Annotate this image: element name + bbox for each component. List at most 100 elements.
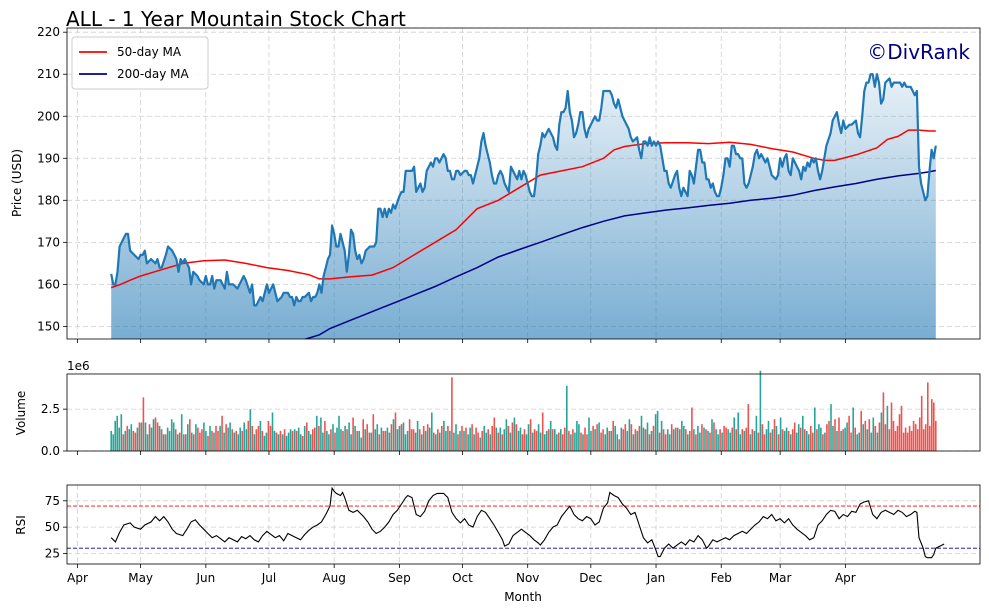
volume-bar bbox=[511, 422, 514, 451]
price-y-tick-label: 190 bbox=[37, 151, 60, 165]
volume-bar bbox=[705, 429, 707, 451]
volume-bar bbox=[225, 424, 227, 451]
volume-bar bbox=[162, 434, 165, 451]
volume-bar bbox=[124, 430, 127, 451]
rsi-panel-frame bbox=[66, 484, 981, 565]
volume-bar bbox=[439, 432, 441, 451]
volume-bar bbox=[594, 429, 596, 451]
volume-y-axis: 0.0 2.5 bbox=[41, 402, 67, 458]
volume-bar bbox=[816, 429, 818, 451]
month-tick-label: May bbox=[128, 571, 153, 585]
volume-bar bbox=[590, 430, 592, 451]
volume-bar bbox=[592, 425, 594, 451]
volume-bar bbox=[584, 427, 586, 451]
volume-bar bbox=[551, 429, 554, 451]
volume-bar bbox=[358, 430, 360, 451]
volume-bar bbox=[668, 434, 671, 451]
volume-bar bbox=[342, 430, 344, 451]
volume-bar bbox=[739, 434, 741, 451]
volume-bar bbox=[525, 434, 528, 451]
volume-bar bbox=[826, 424, 828, 451]
volume-bar bbox=[257, 425, 260, 451]
volume-bar bbox=[679, 429, 681, 451]
volume-bar bbox=[733, 417, 735, 451]
month-x-axis: Apr May Jun Jul Aug Sep Oct Nov Dec Jan Feb Mar Apr bbox=[67, 564, 856, 585]
volume-bar bbox=[779, 417, 782, 451]
volume-bar bbox=[251, 425, 254, 451]
volume-bar bbox=[638, 425, 641, 451]
volume-bar bbox=[757, 432, 760, 451]
volume-bar bbox=[483, 425, 485, 451]
volume-panel-frame bbox=[66, 373, 981, 452]
rsi-grid bbox=[67, 485, 980, 564]
volume-bar bbox=[715, 429, 717, 451]
volume-bar bbox=[664, 434, 667, 451]
volume-bar bbox=[414, 432, 417, 451]
volume-bar bbox=[350, 434, 352, 451]
volume-bar bbox=[876, 432, 879, 451]
volume-bar bbox=[731, 427, 733, 451]
volume-bar bbox=[158, 425, 161, 451]
volume-bar bbox=[562, 434, 564, 451]
volume-bar bbox=[277, 434, 280, 451]
volume-bar bbox=[299, 434, 302, 451]
volume-bar bbox=[741, 429, 744, 451]
ma50-line bbox=[110, 129, 936, 289]
volume-bar bbox=[140, 422, 143, 451]
volume-bar bbox=[489, 434, 491, 451]
volume-bar bbox=[842, 429, 844, 451]
volume-bar bbox=[170, 419, 173, 451]
volume-bar bbox=[882, 392, 885, 451]
volume-bar bbox=[793, 422, 796, 451]
volume-bar bbox=[469, 427, 471, 451]
volume-bar bbox=[578, 424, 580, 451]
volume-bar bbox=[374, 429, 377, 451]
price-y-tick-label: 220 bbox=[37, 25, 60, 39]
volume-bar bbox=[435, 434, 437, 451]
volume-bar bbox=[366, 424, 368, 451]
price-y-tick-label: 180 bbox=[37, 193, 60, 207]
volume-bar bbox=[120, 414, 123, 451]
legend-box bbox=[71, 36, 209, 90]
volume-bar bbox=[709, 432, 711, 451]
volume-bar bbox=[275, 432, 278, 451]
volume-bar bbox=[634, 429, 637, 451]
volume-panel: 0.0 2.5 1e6 Volume bbox=[14, 359, 981, 458]
volume-bar bbox=[898, 414, 901, 451]
volume-bar bbox=[797, 424, 800, 451]
volume-bar bbox=[279, 430, 282, 451]
volume-bar bbox=[804, 429, 806, 451]
volume-bar bbox=[477, 432, 479, 451]
volume-bar bbox=[497, 432, 500, 451]
volume-bar bbox=[618, 439, 621, 451]
volume-bar bbox=[245, 429, 248, 451]
volume-bar bbox=[426, 424, 429, 451]
volume-bar bbox=[168, 430, 171, 451]
month-tick-label: Mar bbox=[769, 571, 792, 585]
volume-bar bbox=[527, 424, 530, 451]
volume-bar bbox=[322, 432, 324, 451]
volume-bar bbox=[396, 429, 399, 451]
volume-bars bbox=[110, 370, 937, 451]
volume-bar bbox=[606, 427, 608, 451]
volume-bar bbox=[457, 434, 459, 451]
volume-bar bbox=[721, 432, 723, 451]
volume-bar bbox=[148, 424, 151, 451]
volume-bar bbox=[378, 434, 381, 451]
volume-bar bbox=[560, 429, 562, 451]
volume-bar bbox=[314, 427, 316, 451]
volume-bar bbox=[499, 427, 502, 451]
volume-bar bbox=[384, 430, 387, 451]
volume-bar bbox=[487, 429, 489, 451]
volume-bar bbox=[644, 429, 647, 451]
volume-bar bbox=[566, 385, 568, 451]
volume-bar bbox=[896, 425, 899, 451]
volume-bar bbox=[620, 427, 623, 451]
volume-bar bbox=[814, 407, 816, 451]
volume-bar bbox=[372, 414, 375, 451]
volume-bar bbox=[761, 424, 764, 451]
volume-bar bbox=[614, 425, 616, 451]
volume-bar bbox=[382, 430, 385, 451]
volume-offset-label: 1e6 bbox=[67, 359, 90, 373]
